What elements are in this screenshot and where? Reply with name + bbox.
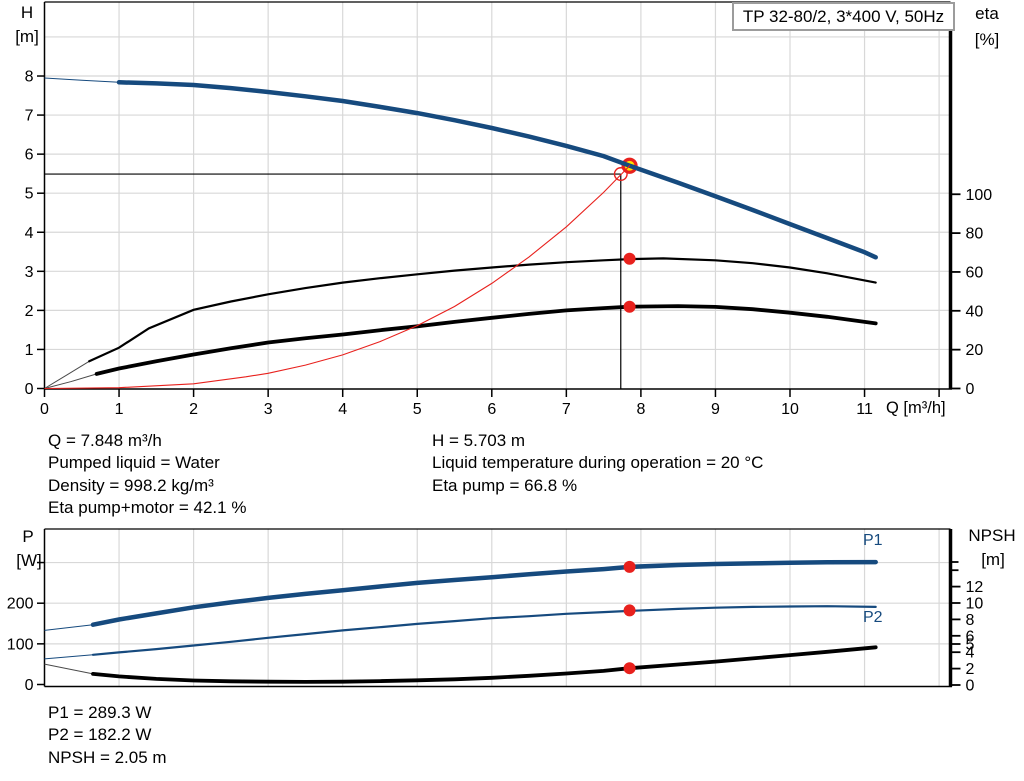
power-info: P1 = 289.3 W P2 = 182.2 W NPSH = 2.05 m bbox=[48, 702, 167, 769]
npsh-axis-title: NPSH bbox=[968, 526, 1016, 545]
y-tick-label-left: 8 bbox=[25, 69, 34, 86]
eta-axis-unit: [%] bbox=[974, 30, 1000, 49]
y-tick-label-left: 7 bbox=[25, 108, 34, 125]
x-tick-label: 11 bbox=[856, 401, 873, 418]
npsh-curve-thin bbox=[44, 663, 94, 675]
x-tick-label: 6 bbox=[487, 401, 496, 418]
head-curve bbox=[116, 80, 878, 260]
eta-pump-curve bbox=[88, 257, 877, 363]
h-axis-unit: [m] bbox=[15, 27, 39, 46]
eta-pump-motor-curve-thin bbox=[44, 373, 97, 389]
npsh-point bbox=[623, 662, 636, 675]
y-tick-label-right: 2 bbox=[966, 661, 975, 678]
x-tick-label: 9 bbox=[711, 401, 720, 418]
info-line-p1: P1 = 289.3 W bbox=[48, 703, 152, 722]
p1-curve-thin bbox=[44, 624, 94, 631]
y-tick-label-right: 8 bbox=[966, 612, 975, 629]
x-tick-label: 2 bbox=[189, 401, 198, 418]
x-tick-label: 7 bbox=[562, 401, 571, 418]
y-tick-label-left: 5 bbox=[25, 186, 34, 203]
y-tick-label-right: 0 bbox=[966, 381, 975, 398]
y-tick-label-left: 6 bbox=[25, 147, 34, 164]
y-tick-label-right: 60 bbox=[966, 264, 984, 281]
x-tick-label: 8 bbox=[636, 401, 645, 418]
p-axis-title: P bbox=[22, 527, 34, 546]
y-tick-label-right: 10 bbox=[966, 596, 984, 613]
info-line-liquid: Pumped liquid = Water bbox=[48, 453, 220, 473]
x-tick-label: 5 bbox=[413, 401, 422, 418]
x-tick-label: 4 bbox=[338, 401, 347, 418]
y-tick-label-right: 6 bbox=[966, 628, 975, 645]
y-tick-label-right: 5 bbox=[966, 637, 975, 654]
duty-info-left: Q = 7.848 m³/h Pumped liquid = Water Den… bbox=[48, 430, 246, 520]
p2-curve bbox=[91, 605, 877, 656]
eta-axis-title: eta bbox=[975, 4, 999, 23]
info-line-q: Q = 7.848 m³/h bbox=[48, 431, 162, 450]
y-tick-label-right: 40 bbox=[966, 303, 984, 320]
npsh-curve bbox=[91, 645, 878, 684]
npsh-axis-unit: [m] bbox=[981, 550, 1005, 569]
y-tick-label-right: 80 bbox=[966, 226, 984, 243]
info-line-p2: P2 = 182.2 W bbox=[48, 725, 152, 745]
eta-pump-point bbox=[623, 252, 636, 265]
x-tick-label: 1 bbox=[115, 401, 124, 418]
p1-point bbox=[623, 560, 636, 573]
q-axis-label: Q [m³/h] bbox=[886, 399, 946, 417]
y-tick-label-right: 100 bbox=[966, 187, 993, 204]
p-axis-unit: [W] bbox=[16, 551, 42, 570]
info-line-temp: Liquid temperature during operation = 20… bbox=[432, 453, 764, 473]
pump-title-box: TP 32-80/2, 3*400 V, 50Hz bbox=[732, 2, 955, 31]
y-tick-label-right: 12 bbox=[966, 579, 984, 596]
p1-curve-label: P1 bbox=[863, 532, 883, 549]
p1-curve bbox=[90, 559, 878, 627]
y-tick-label-left: 4 bbox=[25, 225, 34, 242]
x-tick-label: 3 bbox=[264, 401, 273, 418]
y-tick-label-left: 2 bbox=[25, 303, 34, 320]
system-curve bbox=[43, 165, 631, 390]
info-line-eta-pump: Eta pump = 66.8 % bbox=[432, 475, 578, 495]
info-line-npsh: NPSH = 2.05 m bbox=[48, 747, 167, 767]
y-tick-label-right: 0 bbox=[966, 678, 975, 695]
y-tick-label-left: 0 bbox=[25, 381, 34, 398]
head-curve-thin bbox=[44, 77, 120, 83]
h-axis-title: H bbox=[20, 3, 34, 22]
y-tick-label-left: 200 bbox=[7, 596, 34, 613]
y-tick-label-left: 3 bbox=[25, 264, 34, 281]
y-tick-label-left: 0 bbox=[25, 677, 34, 694]
eta-pump-motor-point bbox=[623, 300, 636, 313]
y-tick-label-left: 100 bbox=[7, 636, 34, 653]
p2-point bbox=[623, 604, 636, 617]
info-line-eta-total: Eta pump+motor = 42.1 % bbox=[48, 498, 247, 518]
x-tick-label: 10 bbox=[781, 401, 799, 418]
info-line-h: H = 5.703 m bbox=[432, 431, 526, 450]
eta-pump-curve-thin bbox=[44, 360, 90, 389]
y-tick-label-right: 4 bbox=[966, 645, 975, 662]
p2-curve-thin bbox=[44, 654, 94, 660]
p2-curve-label: P2 bbox=[863, 609, 883, 626]
duty-info-right: H = 5.703 m Liquid temperature during op… bbox=[432, 430, 763, 497]
requested-duty-marker bbox=[613, 167, 628, 182]
info-line-density: Density = 998.2 kg/m³ bbox=[48, 475, 214, 495]
eta-pump-motor-curve bbox=[94, 304, 878, 376]
y-tick-label-left: 1 bbox=[25, 342, 34, 359]
y-tick-label-right: 20 bbox=[966, 342, 984, 359]
x-tick-label: 0 bbox=[40, 401, 49, 418]
